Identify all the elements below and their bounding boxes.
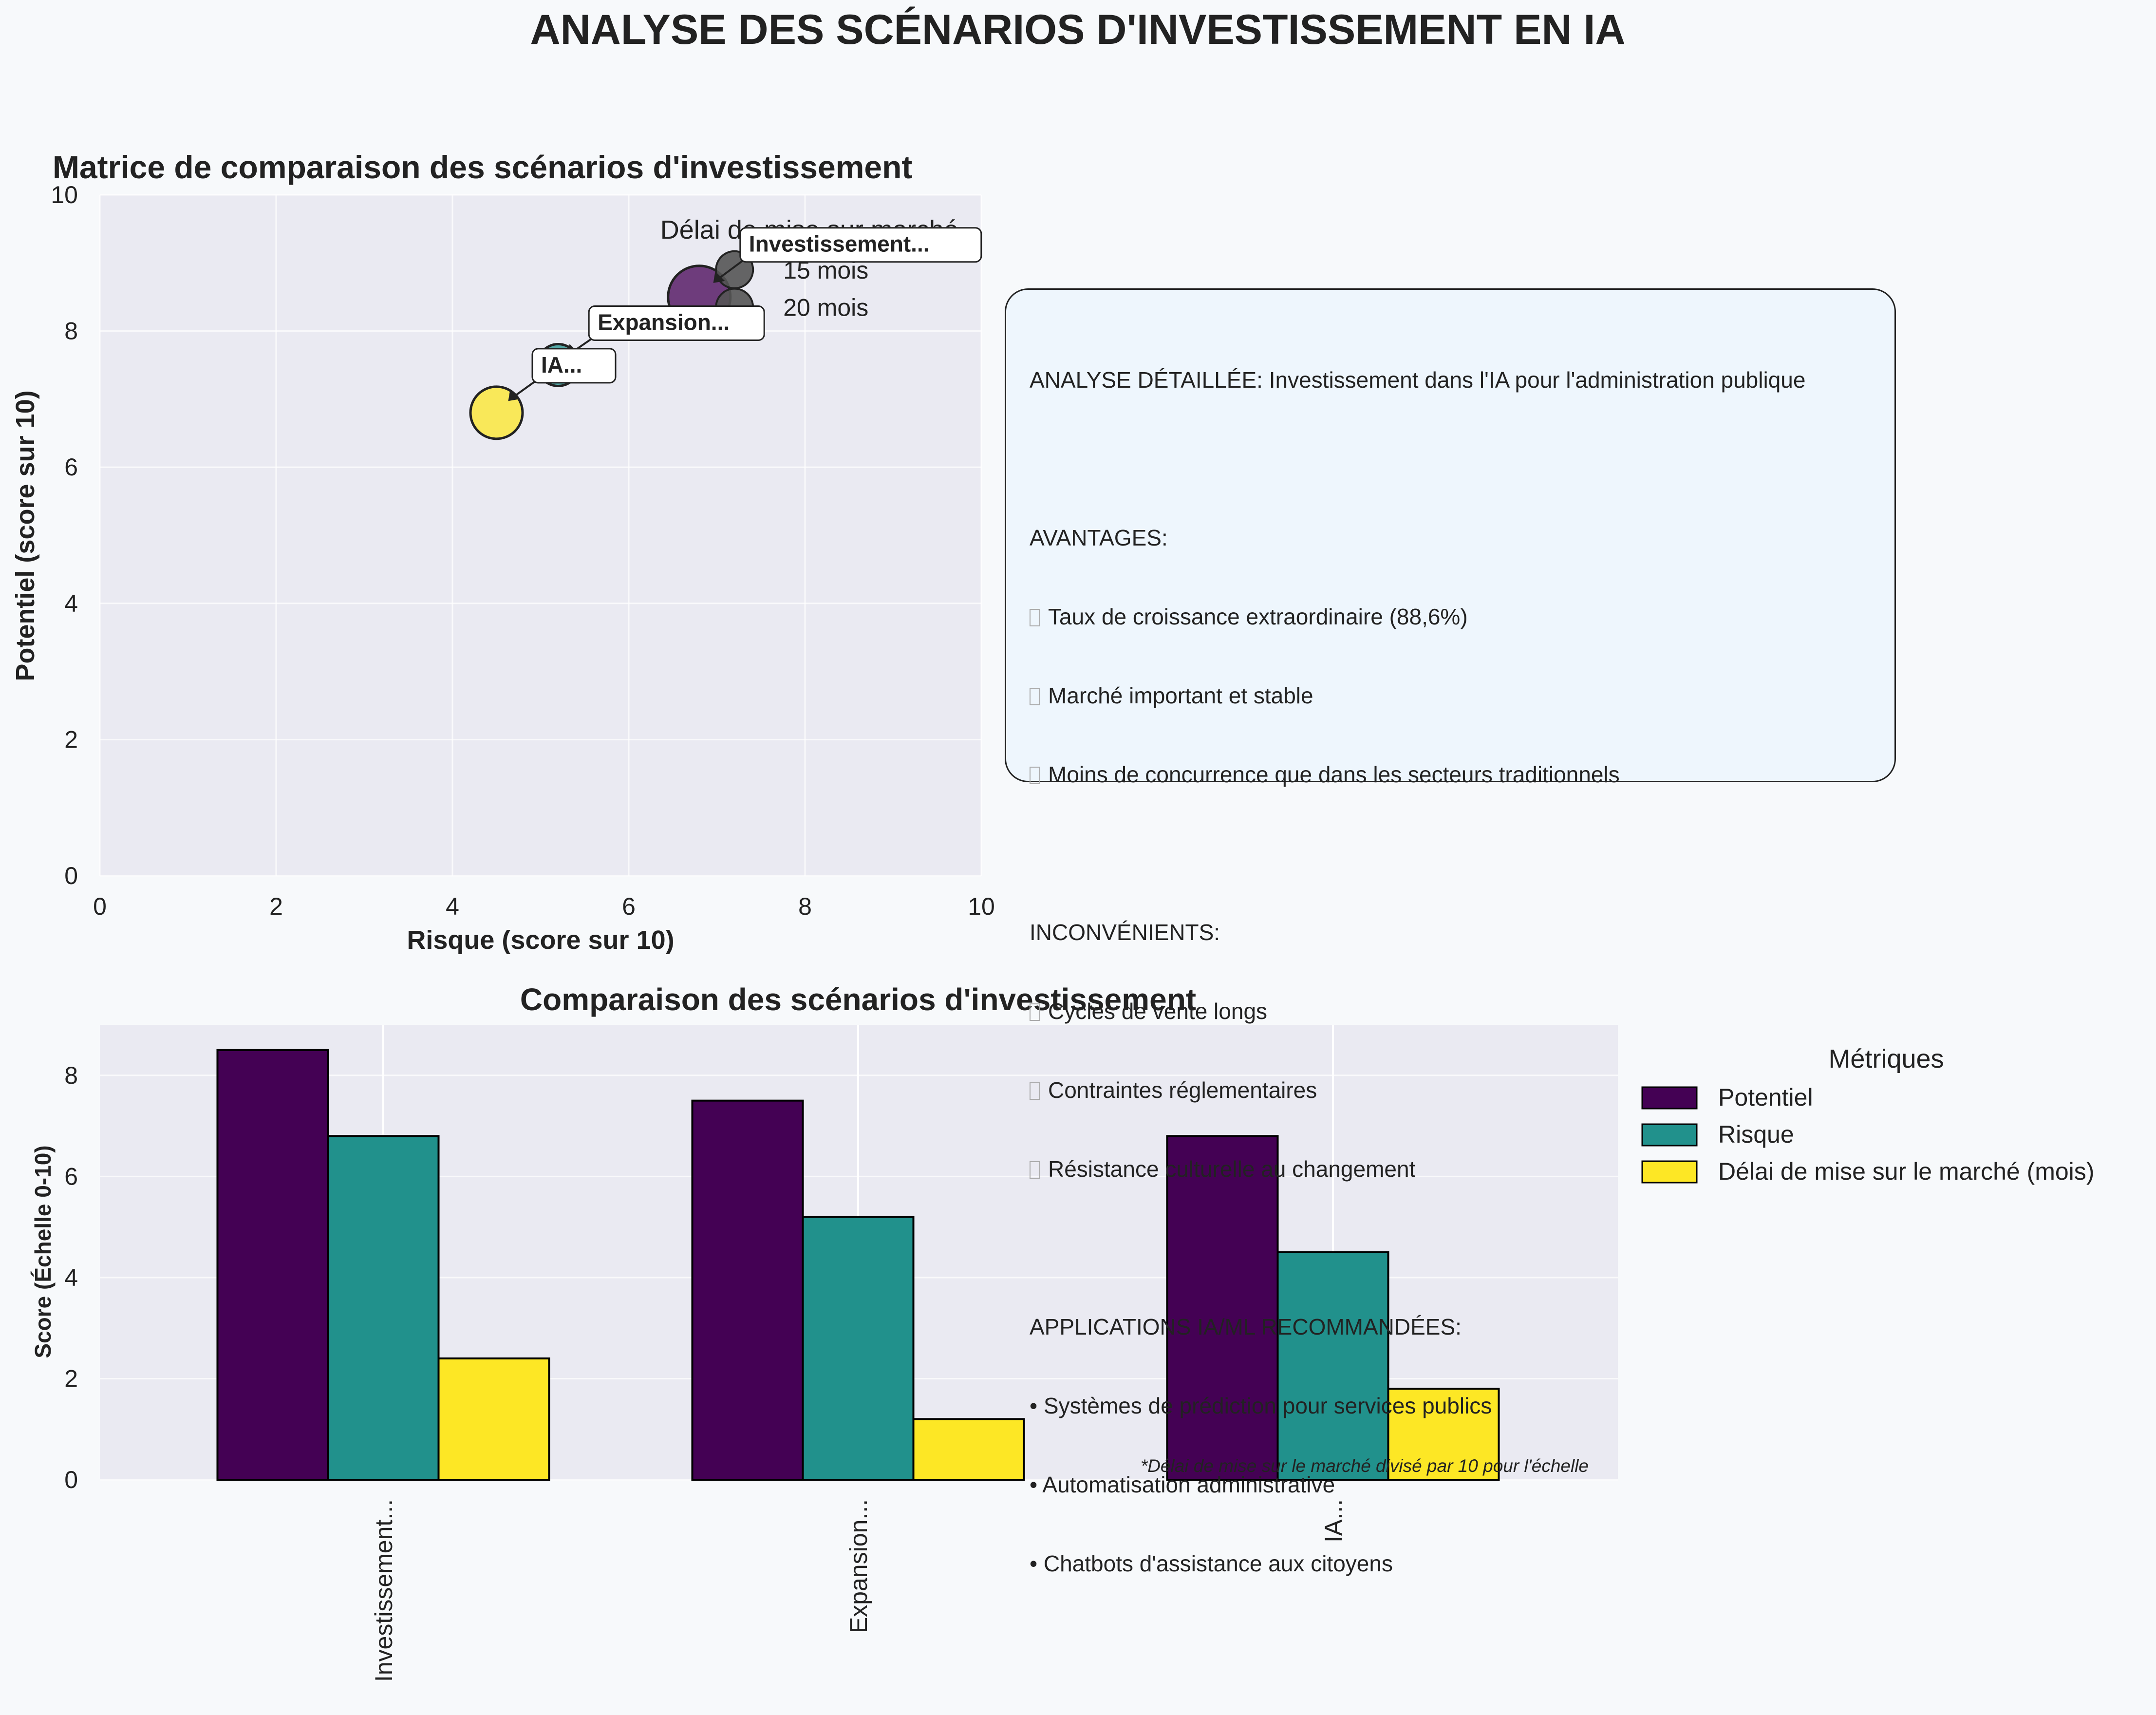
scatter-x-tick-label: 0 — [93, 893, 107, 920]
annotation-label: IA... — [541, 352, 582, 377]
advantages-title: AVANTAGES: — [1030, 525, 1168, 550]
scatter-x-ticks: 0 2 4 6 8 10 — [93, 893, 995, 920]
scatter-plot-area — [100, 195, 981, 876]
scatter-y-tick-label: 2 — [64, 726, 78, 753]
bar-y-tick-label: 6 — [64, 1163, 78, 1190]
drawback-text: Contraintes réglementaires — [1048, 1077, 1317, 1103]
annotation-label: Investissement... — [749, 231, 930, 257]
legend-swatch — [1641, 1160, 1698, 1184]
bar — [691, 1099, 804, 1481]
annotation-arrowhead — [508, 389, 520, 401]
bar — [1276, 1251, 1389, 1481]
bar — [1166, 1135, 1279, 1481]
drawback-item: Cycles de vente longs — [1030, 998, 1894, 1024]
missing-glyph-icon — [1030, 767, 1040, 784]
legend-label: Potentiel — [1718, 1084, 1813, 1111]
drawback-text: Cycles de vente longs — [1048, 999, 1268, 1024]
advantage-item: Moins de concurrence que dans les secteu… — [1030, 761, 1894, 788]
app-item: • Automatisation administrative — [1030, 1472, 1335, 1497]
scatter-title: Matrice de comparaison des scénarios d'i… — [53, 149, 912, 185]
advantage-text: Moins de concurrence que dans les secteu… — [1048, 762, 1620, 787]
scatter-panel: Matrice de comparaison des scénarios d'i… — [11, 149, 995, 955]
bar-y-tick-label: 4 — [64, 1264, 78, 1291]
bar-x-tick-label: Investissement... — [370, 1499, 397, 1682]
legend-label: Délai de mise sur le marché (mois) — [1718, 1158, 2094, 1185]
advantage-item: Marché important et stable — [1030, 682, 1894, 709]
scatter-x-tick-label: 6 — [622, 893, 636, 920]
legend-swatch — [1641, 1123, 1698, 1147]
annotation-label: Expansion... — [598, 310, 730, 335]
scatter-x-tick-label: 8 — [798, 893, 812, 920]
annotation-arrowhead — [713, 271, 725, 283]
bar-x-tick-label: Expansion... — [845, 1499, 872, 1633]
bar-chart-title: Comparaison des scénarios d'investisseme… — [520, 982, 1196, 1017]
drawbacks-title: INCONVÉNIENTS: — [1030, 920, 1220, 945]
drawback-item: Contraintes réglementaires — [1030, 1077, 1894, 1103]
analysis-info-box: ANALYSE DÉTAILLÉE: Investissement dans l… — [1005, 288, 1896, 1576]
legend-label: Risque — [1718, 1121, 1794, 1148]
drawback-item: Résistance culturelle au changement — [1030, 1156, 1894, 1182]
scatter-x-tick-label: 2 — [269, 893, 283, 920]
annotation-box — [531, 348, 617, 384]
annotation-box — [588, 305, 765, 341]
bar — [802, 1216, 915, 1481]
bar — [437, 1357, 550, 1481]
bar — [1387, 1388, 1500, 1481]
app-item: • Chatbots d'assistance aux citoyens — [1030, 1551, 1393, 1576]
scatter-grid — [99, 194, 982, 877]
size-legend-label: 20 mois — [783, 294, 868, 321]
drawback-text: Résistance culturelle au changement — [1048, 1156, 1416, 1182]
missing-glyph-icon — [1030, 609, 1040, 626]
advantage-text: Taux de croissance extraordinaire (88,6%… — [1048, 604, 1468, 629]
scatter-y-tick-label: 8 — [64, 318, 78, 345]
bar-x-ticks: Investissement... Expansion... IA... — [370, 1499, 1347, 1682]
apps-title: APPLICATIONS IA/ML RECOMMANDÉES: — [1030, 1314, 1462, 1339]
bar-panel: Comparaison des scénarios d'investisseme… — [30, 982, 2094, 1682]
advantage-item: Taux de croissance extraordinaire (88,6%… — [1030, 603, 1894, 630]
legend-swatch — [1641, 1086, 1698, 1110]
scatter-annotations: Investissement... Expansion... IA... — [508, 227, 982, 401]
scatter-x-tick-label: 4 — [446, 893, 459, 920]
bar-y-tick-label: 0 — [64, 1466, 78, 1493]
bar — [912, 1418, 1025, 1481]
bar — [216, 1049, 329, 1481]
bar-legend: Métriques Potentiel Risque Délai de mise s… — [1641, 1044, 2094, 1185]
bar — [327, 1135, 440, 1481]
scale-note: *Délai de mise sur le marché divisé par … — [1141, 1456, 1589, 1476]
missing-glyph-icon — [1030, 1003, 1040, 1021]
scatter-y-tick-label: 10 — [51, 181, 78, 208]
scatter-y-label: Potentiel (score sur 10) — [11, 390, 40, 681]
missing-glyph-icon — [1030, 1161, 1040, 1179]
missing-glyph-icon — [1030, 688, 1040, 705]
scatter-x-label: Risque (score sur 10) — [407, 925, 674, 955]
bar-rects — [216, 1049, 1500, 1481]
advantage-text: Marché important et stable — [1048, 683, 1313, 708]
scatter-x-tick-label: 10 — [968, 893, 995, 920]
bar-y-ticks: 0 2 4 6 8 — [64, 1062, 78, 1493]
scatter-y-tick-label: 4 — [64, 590, 78, 617]
info-heading: ANALYSE DÉTAILLÉE: Investissement dans l… — [1030, 367, 1806, 393]
scatter-y-tick-label: 0 — [64, 862, 78, 889]
legend-title: Métriques — [1828, 1044, 1944, 1074]
bar-y-label: Score (Échelle 0-10) — [30, 1145, 56, 1358]
bar-y-tick-label: 2 — [64, 1365, 78, 1392]
bar-y-tick-label: 8 — [64, 1062, 78, 1089]
scatter-y-ticks: 0 2 4 6 8 10 — [51, 181, 78, 889]
figure-title: ANALYSE DES SCÉNARIOS D'INVESTISSEMENT E… — [530, 6, 1626, 53]
annotation-box — [739, 227, 982, 263]
scatter-y-tick-label: 6 — [64, 453, 78, 481]
missing-glyph-icon — [1030, 1082, 1040, 1100]
app-item: • Systèmes de prédiction pour services p… — [1030, 1393, 1492, 1418]
bar-x-tick-label: IA... — [1320, 1499, 1347, 1543]
